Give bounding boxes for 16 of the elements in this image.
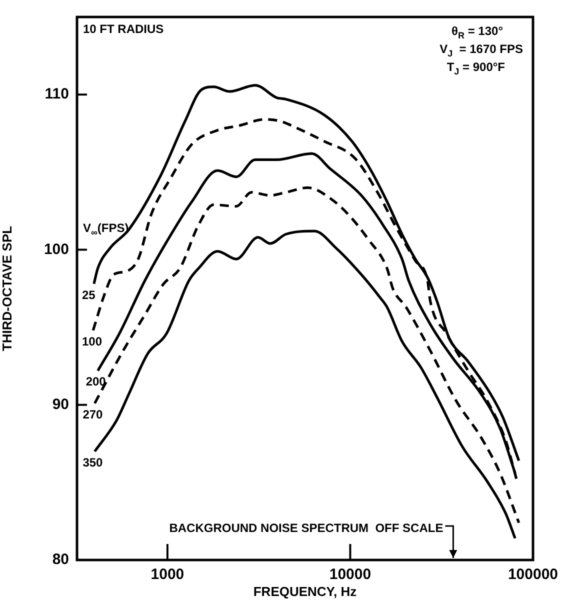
- x-tick-label: 10000: [329, 566, 372, 584]
- series-label: 100: [82, 334, 102, 348]
- y-tick-label: 80: [52, 551, 69, 568]
- y-axis-title: THIRD-OCTAVE SPL: [0, 226, 14, 352]
- x-tick-label: 100000: [508, 566, 558, 584]
- y-tick-label: 90: [52, 396, 69, 413]
- annotation: BACKGROUND NOISE SPECTRUM OFF SCALE: [169, 521, 444, 535]
- x-axis-title: FREQUENCY, Hz: [253, 584, 358, 599]
- series-label: 270: [82, 407, 104, 422]
- annotation: 10 FT RADIUS: [83, 22, 164, 36]
- series-label: 350: [82, 455, 104, 470]
- series-label: 200: [86, 374, 106, 389]
- series-label: 25: [82, 288, 96, 302]
- y-tick-label: 110: [44, 86, 69, 103]
- y-tick-label: 100: [44, 240, 69, 258]
- x-tick-label: 1000: [150, 566, 184, 584]
